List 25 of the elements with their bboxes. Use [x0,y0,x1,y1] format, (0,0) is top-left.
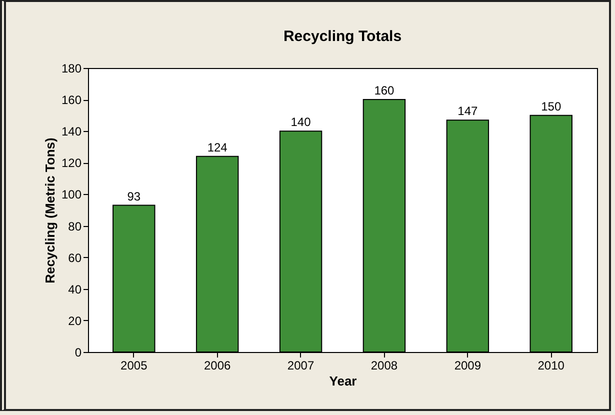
y-axis-title: Recycling (Metric Tons) [42,138,58,284]
x-tick-label: 2006 [204,358,232,372]
x-tick-label: 2009 [454,358,482,372]
x-tick-label: 2008 [370,358,398,372]
y-tick-label: 140 [61,124,82,139]
data-label: 140 [290,115,312,130]
y-tick-label: 0 [74,346,82,360]
y-tick-label: 60 [68,250,82,265]
data-label: 160 [374,84,395,98]
y-tick-label: 80 [68,219,82,234]
x-axis-title: Year [329,374,357,388]
chart-title: Recycling Totals [283,28,402,45]
data-label: 124 [207,140,228,154]
data-label: 93 [127,189,141,204]
x-tick-label: 2007 [287,358,314,372]
y-tick-label: 40 [68,282,82,296]
data-label: 150 [541,99,562,114]
x-tick-label: 2005 [120,358,148,372]
y-tick-label: 180 [61,62,82,76]
y-tick-label: 160 [61,93,82,108]
data-label: 147 [458,104,478,118]
y-tick-label: 20 [68,314,82,328]
y-tick-label: 120 [61,156,82,170]
x-tick-label: 2010 [538,358,565,372]
y-tick-label: 100 [61,188,82,202]
